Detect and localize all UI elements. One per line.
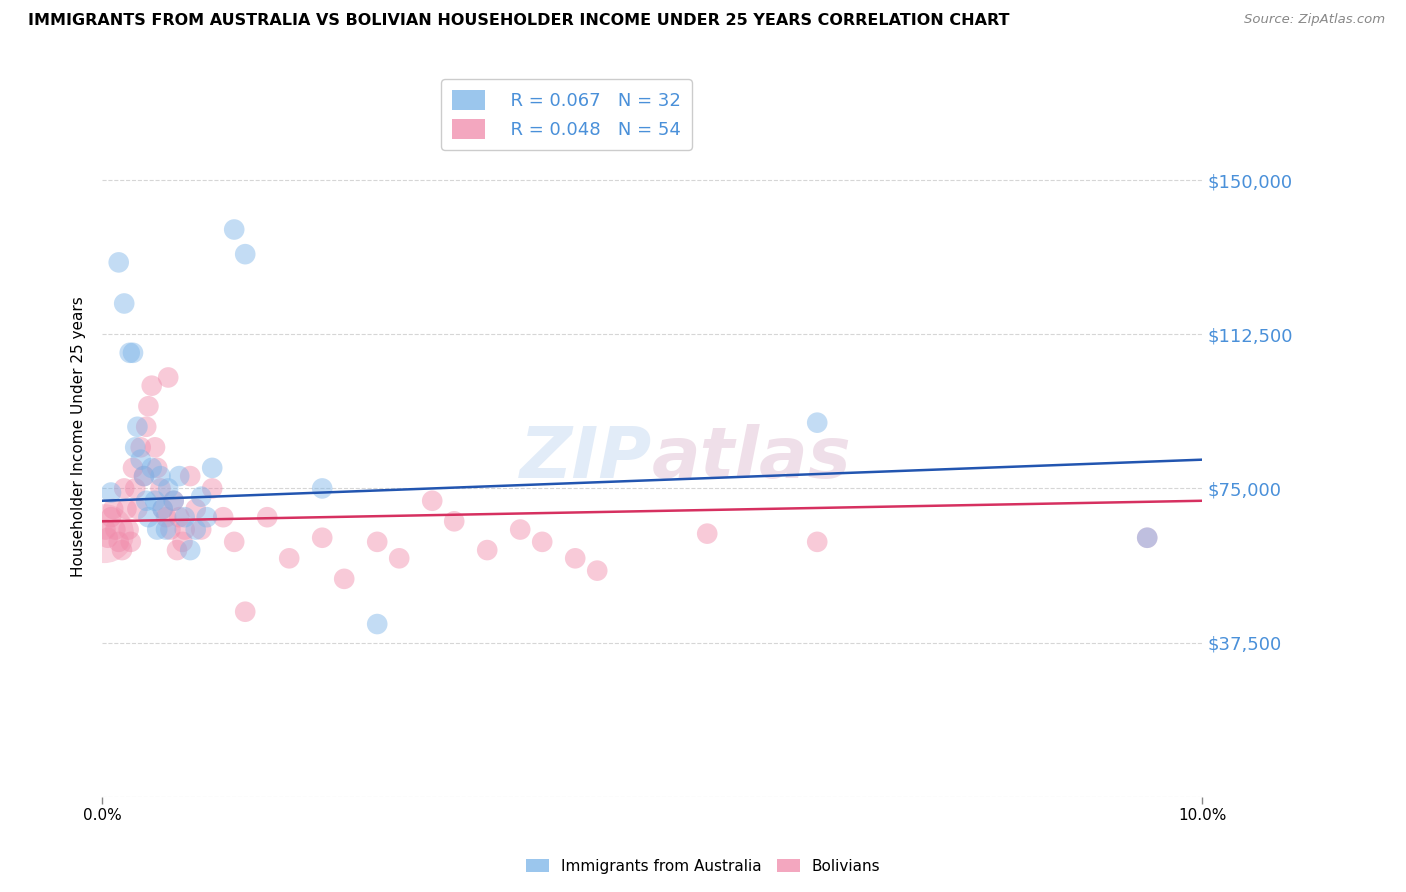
Point [146, 523, 169, 537]
Point [100, 485, 122, 500]
Point [149, 469, 172, 483]
Point [167, 510, 190, 524]
Point [163, 493, 186, 508]
Point [195, 510, 218, 524]
Point [388, 551, 411, 566]
Point [122, 461, 145, 475]
Point [138, 510, 160, 524]
Text: Source: ZipAtlas.com: Source: ZipAtlas.com [1244, 13, 1385, 27]
Point [97, 531, 120, 545]
Point [163, 493, 186, 508]
Point [190, 523, 212, 537]
Point [132, 469, 155, 483]
Point [420, 493, 443, 508]
Point [311, 482, 333, 496]
Point [201, 482, 224, 496]
Point [159, 523, 181, 537]
Point [112, 482, 135, 496]
Point [103, 502, 125, 516]
Legend:   R = 0.067   N = 32,   R = 0.048   N = 54: R = 0.067 N = 32, R = 0.048 N = 54 [441, 79, 692, 150]
Point [173, 523, 195, 537]
Point [129, 452, 152, 467]
Point [586, 564, 609, 578]
Point [107, 534, 129, 549]
Point [173, 510, 195, 524]
Legend: Immigrants from Australia, Bolivians: Immigrants from Australia, Bolivians [519, 853, 887, 880]
Point [190, 490, 212, 504]
Point [152, 502, 174, 516]
Text: IMMIGRANTS FROM AUSTRALIA VS BOLIVIAN HOUSEHOLDER INCOME UNDER 25 YEARS CORRELAT: IMMIGRANTS FROM AUSTRALIA VS BOLIVIAN HO… [28, 13, 1010, 29]
Point [256, 510, 278, 524]
Point [138, 399, 160, 413]
Point [143, 440, 166, 454]
Point [124, 482, 146, 496]
Point [212, 510, 235, 524]
Point [124, 440, 146, 454]
Point [141, 378, 163, 392]
Text: atlas: atlas [652, 424, 852, 493]
Point [172, 534, 194, 549]
Point [146, 461, 169, 475]
Text: ZIP: ZIP [520, 424, 652, 493]
Point [278, 551, 301, 566]
Point [127, 419, 149, 434]
Point [443, 514, 465, 528]
Point [366, 534, 388, 549]
Point [184, 523, 207, 537]
Point [127, 502, 149, 516]
Point [155, 523, 177, 537]
Y-axis label: Householder Income Under 25 years: Householder Income Under 25 years [72, 297, 86, 577]
Point [696, 526, 718, 541]
Point [157, 370, 180, 384]
Point [167, 469, 190, 483]
Point [152, 502, 174, 516]
Point [509, 523, 531, 537]
Point [806, 534, 828, 549]
Point [111, 543, 134, 558]
Point [129, 440, 152, 454]
Point [118, 346, 141, 360]
Point [117, 523, 139, 537]
Point [333, 572, 356, 586]
Point [122, 346, 145, 360]
Point [104, 523, 127, 537]
Point [135, 493, 157, 508]
Point [149, 482, 172, 496]
Point [1136, 531, 1159, 545]
Point [166, 543, 188, 558]
Point [107, 255, 129, 269]
Point [143, 493, 166, 508]
Point [155, 510, 177, 524]
Point [112, 296, 135, 310]
Point [115, 502, 138, 516]
Point [233, 605, 256, 619]
Point [531, 534, 554, 549]
Point [179, 543, 201, 558]
Point [224, 222, 246, 236]
Point [135, 419, 157, 434]
Point [141, 461, 163, 475]
Point [224, 534, 246, 549]
Point [120, 534, 142, 549]
Point [184, 502, 207, 516]
Point [1136, 531, 1159, 545]
Point [93, 526, 115, 541]
Point [233, 247, 256, 261]
Point [366, 617, 388, 632]
Point [564, 551, 586, 566]
Point [179, 469, 201, 483]
Point [311, 531, 333, 545]
Point [806, 416, 828, 430]
Point [94, 523, 117, 537]
Point [201, 461, 224, 475]
Point [132, 469, 155, 483]
Point [477, 543, 499, 558]
Point [100, 510, 122, 524]
Point [157, 482, 180, 496]
